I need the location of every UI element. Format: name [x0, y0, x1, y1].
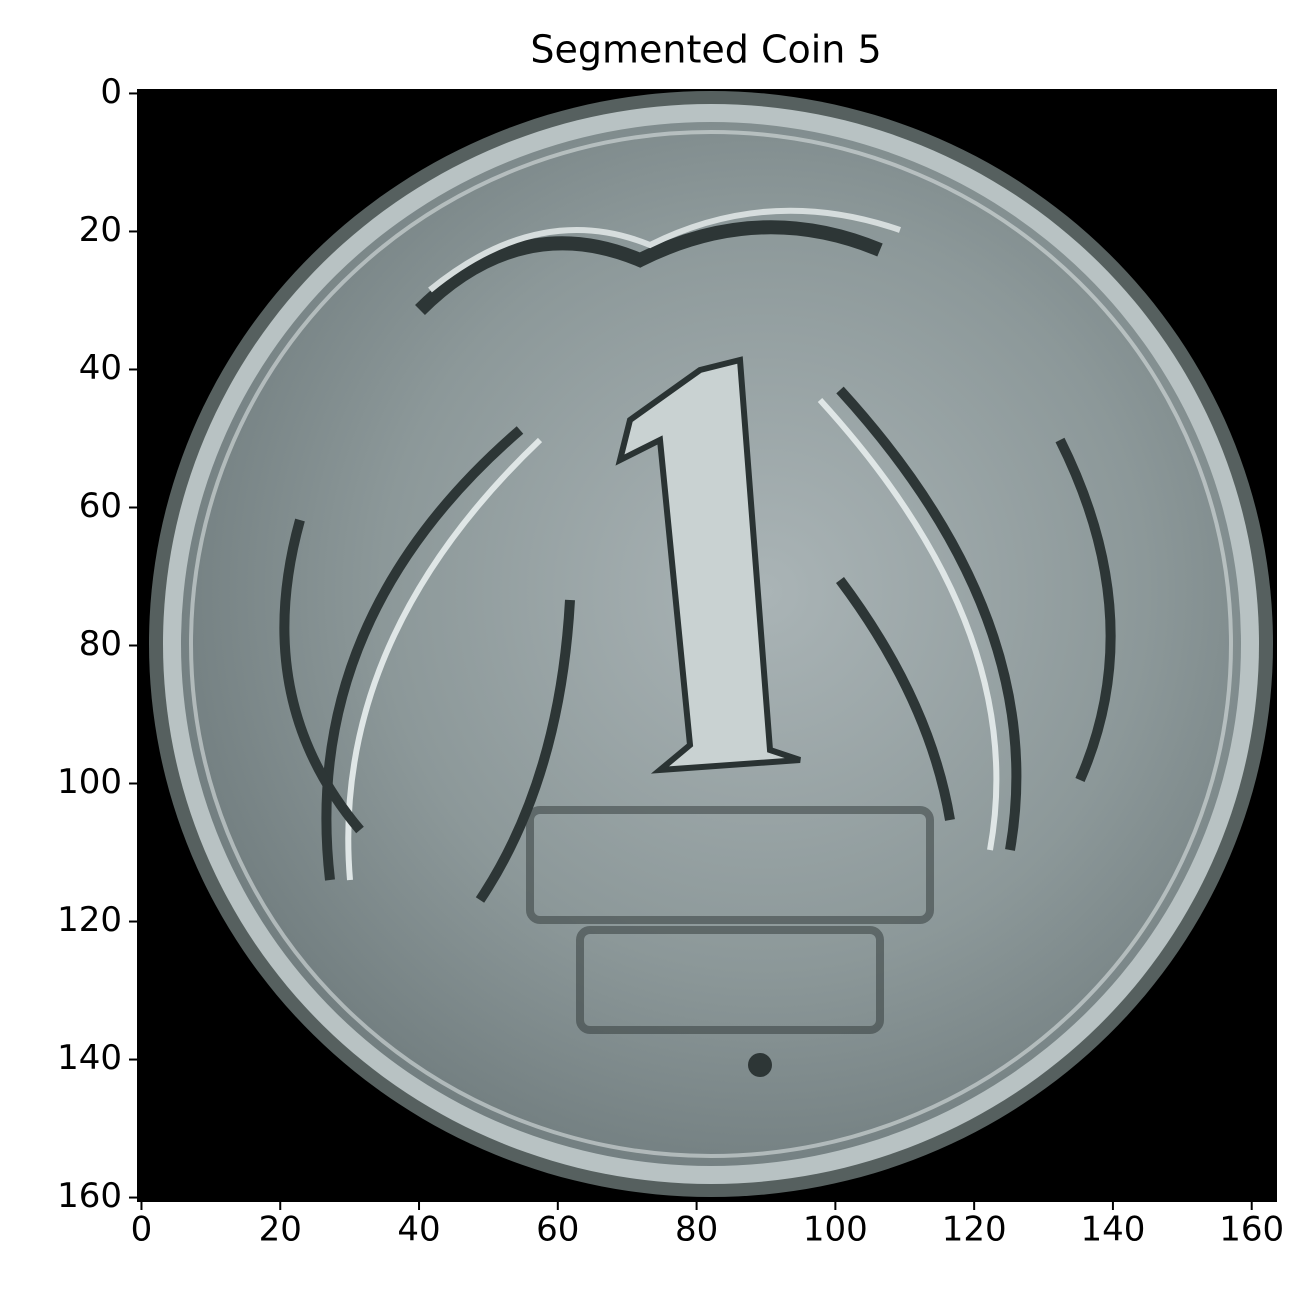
x-tick-label: 120: [942, 1210, 1007, 1250]
y-tick-label: 20: [79, 210, 122, 250]
x-tick-label: 100: [803, 1210, 868, 1250]
x-tick-label: 40: [397, 1210, 440, 1250]
y-tick-label: 0: [100, 72, 122, 112]
x-tick-label: 0: [131, 1210, 153, 1250]
x-tick-label: 160: [1219, 1210, 1284, 1250]
y-tick-label: 60: [79, 486, 122, 526]
chart-title: Segmented Coin 5: [530, 28, 881, 72]
y-tick-label: 140: [57, 1038, 122, 1078]
y-tick-label: 40: [79, 348, 122, 388]
coin-image: [138, 90, 1276, 1201]
x-tick-label: 60: [536, 1210, 579, 1250]
y-tick-label: 100: [57, 762, 122, 802]
x-tick-label: 80: [675, 1210, 718, 1250]
x-tick-label: 20: [259, 1210, 302, 1250]
y-tick-label: 80: [79, 624, 122, 664]
y-tick-label: 120: [57, 900, 122, 940]
x-tick-label: 140: [1080, 1210, 1145, 1250]
y-tick-label: 160: [57, 1176, 122, 1216]
